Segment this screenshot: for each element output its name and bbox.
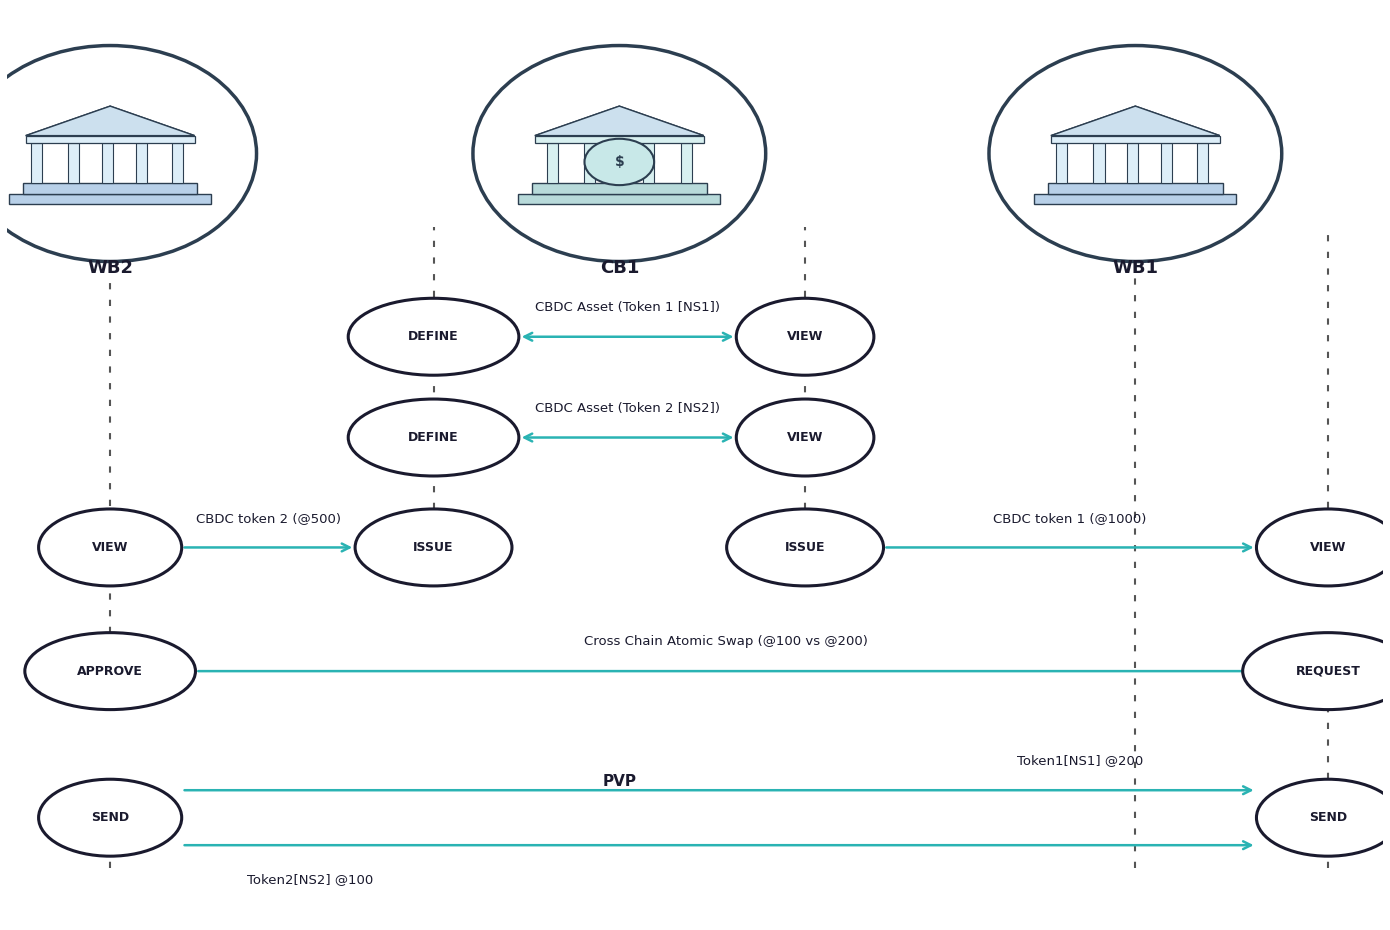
Bar	[1161, 143, 1172, 183]
Text: CBDC token 1 (@1000): CBDC token 1 (@1000)	[994, 512, 1147, 525]
Polygon shape	[1136, 106, 1220, 136]
Bar	[1056, 143, 1068, 183]
Polygon shape	[25, 106, 110, 136]
Bar	[1127, 143, 1138, 183]
Text: WB2: WB2	[88, 259, 133, 277]
Text: DEFINE: DEFINE	[409, 431, 459, 444]
Ellipse shape	[349, 299, 518, 375]
Polygon shape	[25, 106, 195, 136]
Polygon shape	[535, 106, 703, 136]
Polygon shape	[1051, 106, 1220, 136]
Bar	[101, 143, 113, 183]
Bar	[136, 143, 146, 183]
Ellipse shape	[25, 632, 196, 710]
Bar	[68, 143, 79, 183]
Ellipse shape	[349, 399, 518, 476]
Polygon shape	[10, 193, 211, 204]
Bar	[644, 143, 655, 183]
Text: VIEW: VIEW	[787, 330, 823, 343]
Ellipse shape	[1257, 779, 1390, 857]
Polygon shape	[532, 183, 706, 193]
Bar	[681, 143, 692, 183]
Text: Token1[NS1] @200: Token1[NS1] @200	[1017, 754, 1144, 767]
Ellipse shape	[354, 509, 512, 586]
Text: SEND: SEND	[1309, 811, 1347, 824]
Text: PVP: PVP	[602, 774, 637, 789]
Ellipse shape	[737, 299, 874, 375]
Bar	[1094, 143, 1105, 183]
Polygon shape	[24, 183, 197, 193]
Polygon shape	[1048, 183, 1223, 193]
Ellipse shape	[727, 509, 884, 586]
Ellipse shape	[737, 399, 874, 476]
Text: APPROVE: APPROVE	[78, 665, 143, 678]
Text: CB1: CB1	[599, 259, 639, 277]
Bar	[172, 143, 183, 183]
Ellipse shape	[39, 509, 182, 586]
Text: ISSUE: ISSUE	[785, 541, 826, 554]
Text: WB1: WB1	[1112, 259, 1158, 277]
Ellipse shape	[1243, 632, 1390, 710]
Bar	[1197, 143, 1208, 183]
Polygon shape	[110, 106, 195, 136]
Text: CBDC token 2 (@500): CBDC token 2 (@500)	[196, 512, 341, 525]
Text: DEFINE: DEFINE	[409, 330, 459, 343]
Polygon shape	[620, 106, 703, 136]
Ellipse shape	[473, 46, 766, 261]
Polygon shape	[1034, 193, 1236, 204]
Ellipse shape	[1257, 509, 1390, 586]
Polygon shape	[535, 106, 620, 136]
Bar	[1051, 136, 1220, 143]
Text: VIEW: VIEW	[92, 541, 128, 554]
Ellipse shape	[39, 779, 182, 857]
Text: CBDC Asset (Token 1 [NS1]): CBDC Asset (Token 1 [NS1])	[535, 300, 720, 313]
Text: Cross Chain Atomic Swap (@100 vs @200): Cross Chain Atomic Swap (@100 vs @200)	[584, 635, 867, 648]
Ellipse shape	[0, 46, 257, 261]
Ellipse shape	[585, 139, 655, 185]
Text: $: $	[614, 155, 624, 169]
Bar	[31, 143, 42, 183]
Text: REQUEST: REQUEST	[1295, 665, 1361, 678]
Text: VIEW: VIEW	[787, 431, 823, 444]
Text: ISSUE: ISSUE	[413, 541, 453, 554]
Ellipse shape	[988, 46, 1282, 261]
Text: VIEW: VIEW	[1309, 541, 1346, 554]
Text: Token2[NS2] @100: Token2[NS2] @100	[246, 872, 373, 885]
Text: CBDC Asset (Token 2 [NS2]): CBDC Asset (Token 2 [NS2])	[535, 402, 720, 415]
Bar	[584, 143, 595, 183]
Polygon shape	[518, 193, 720, 204]
Polygon shape	[1051, 106, 1136, 136]
Bar	[535, 136, 703, 143]
Bar	[546, 143, 557, 183]
Bar	[25, 136, 195, 143]
Text: SEND: SEND	[92, 811, 129, 824]
